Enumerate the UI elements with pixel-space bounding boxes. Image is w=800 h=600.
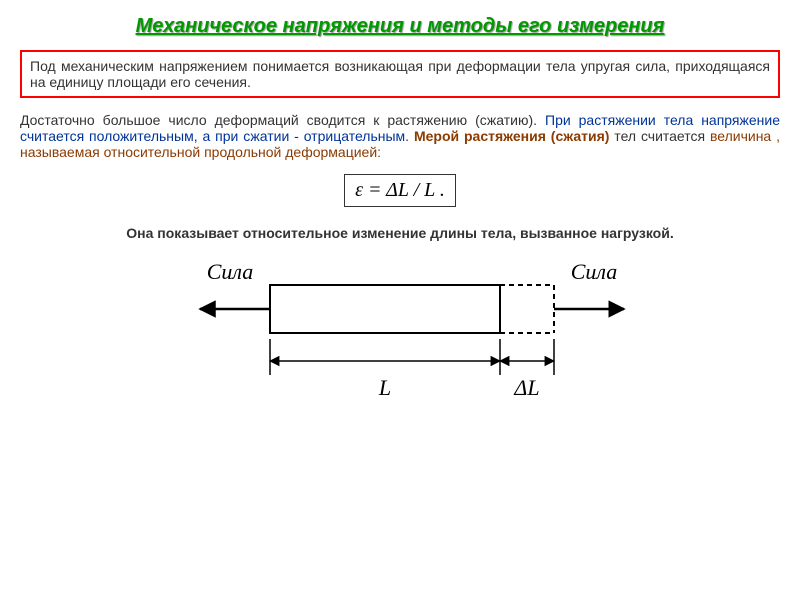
para-segment-dot: . <box>405 128 414 144</box>
svg-text:Сила: Сила <box>571 259 618 284</box>
svg-text:ΔL: ΔL <box>513 375 539 400</box>
main-paragraph: Достаточно большое число деформаций свод… <box>20 112 780 160</box>
para-segment-brown-bold: Мерой растяжения (сжатия) <box>414 128 609 144</box>
svg-text:Сила: Сила <box>207 259 254 284</box>
page-title: Механическое напряжения и методы его изм… <box>20 14 780 38</box>
para-segment-mid: тел считается <box>609 128 710 144</box>
formula-container: ε = ΔL / L . <box>20 174 780 207</box>
tension-diagram: Сила Сила L ΔL <box>140 255 660 425</box>
diagram-container: Сила Сила L ΔL <box>20 255 780 430</box>
svg-text:L: L <box>378 375 391 400</box>
formula: ε = ΔL / L . <box>344 174 456 207</box>
para-segment-1: Достаточно большое число деформаций свод… <box>20 112 545 128</box>
formula-caption: Она показывает относительное изменение д… <box>20 225 780 241</box>
definition-box: Под механическим напряжением понимается … <box>20 50 780 98</box>
